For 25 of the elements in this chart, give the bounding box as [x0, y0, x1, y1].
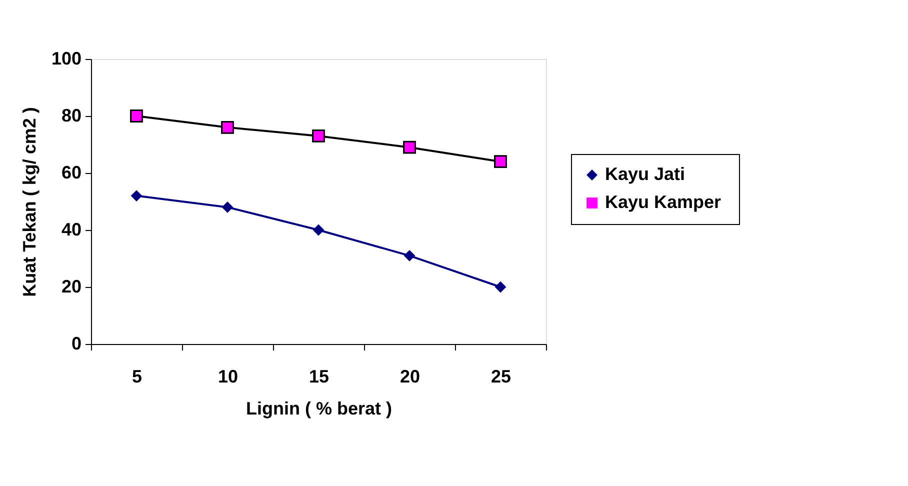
- point: [494, 155, 507, 168]
- legend-label: Kayu Kamper: [605, 192, 722, 212]
- x-axis-title: Lignin ( % berat ): [246, 398, 392, 418]
- point: [494, 281, 506, 293]
- point: [403, 140, 416, 154]
- legend-label: Kayu Jati: [605, 164, 686, 184]
- point: [222, 202, 234, 213]
- y-tick-label: 80: [61, 106, 82, 126]
- x-tick-label: 25: [490, 366, 512, 386]
- x-tick-label: 15: [308, 366, 330, 386]
- x-tick-label: 20: [400, 366, 420, 386]
- y-tick-label: 100: [51, 48, 82, 68]
- point: [130, 190, 142, 202]
- y-tick-label: 0: [71, 334, 82, 354]
- point: [221, 120, 234, 134]
- point: [404, 250, 416, 262]
- point: [312, 130, 325, 142]
- y-tick-label: 20: [61, 276, 82, 296]
- y-tick-label: 40: [61, 220, 82, 240]
- x-tick-label: 5: [132, 366, 142, 386]
- point: [312, 224, 324, 236]
- y-axis-title: Kuat Tekan ( kg/ cm2 ): [19, 107, 40, 297]
- y-tick-label: 60: [61, 162, 82, 182]
- x-tick-label: 10: [218, 366, 238, 386]
- point: [130, 110, 143, 122]
